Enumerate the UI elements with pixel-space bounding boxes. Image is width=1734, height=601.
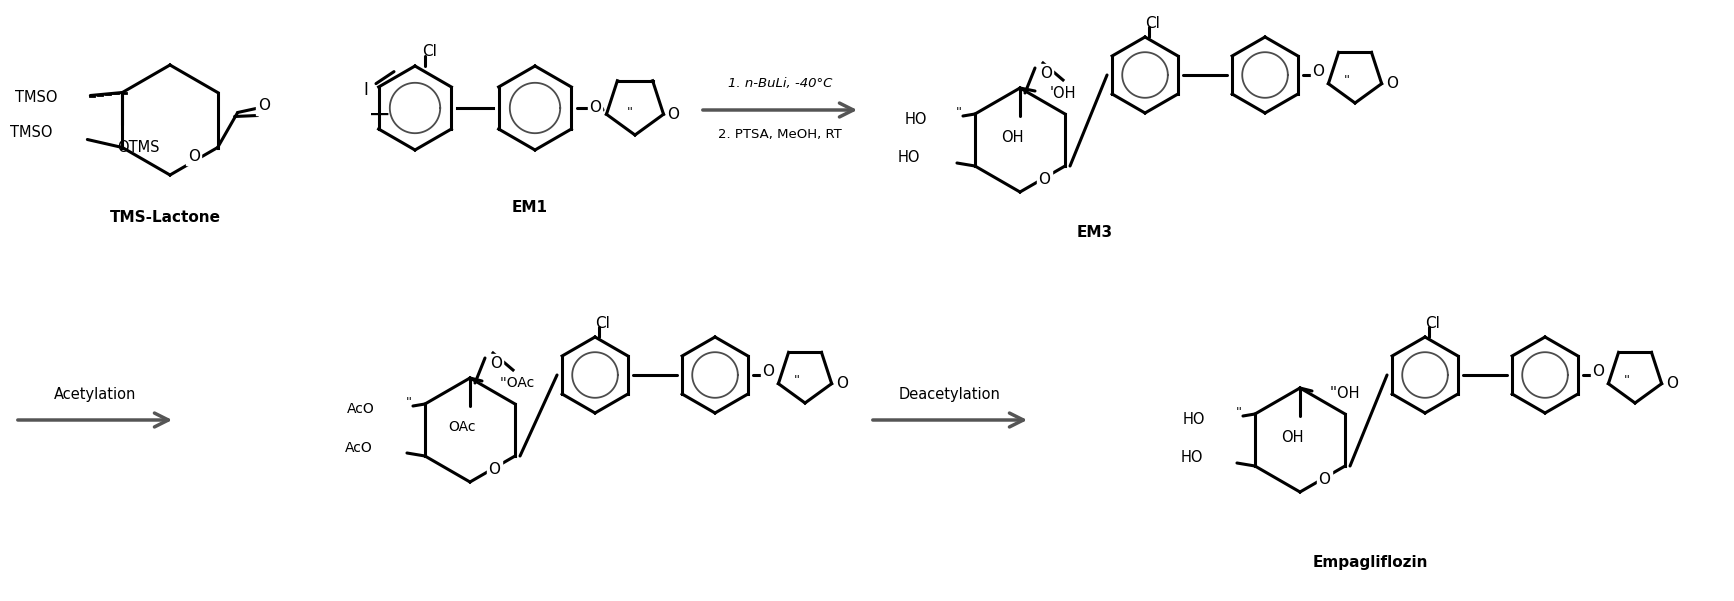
Text: Deacetylation: Deacetylation [898,387,1001,402]
Text: ''OAc: ''OAc [499,376,536,390]
Text: '': '' [955,106,962,120]
Text: 'OH: 'OH [1051,85,1077,100]
Text: O: O [489,462,501,477]
Text: '': '' [1623,374,1630,388]
Text: O: O [590,100,602,115]
Text: HO: HO [1181,451,1203,466]
Text: '': '' [794,374,801,388]
Text: AcO: AcO [347,402,375,416]
Text: OH: OH [1281,430,1304,445]
Text: '': '' [1235,406,1243,419]
Text: '': '' [626,106,633,120]
Text: AcO: AcO [345,441,373,455]
Text: OTMS: OTMS [118,140,160,155]
Text: O: O [258,98,269,113]
Text: HO: HO [898,150,921,165]
Text: EM3: EM3 [1077,225,1113,240]
Text: +: + [368,101,392,129]
Text: Cl: Cl [423,43,437,58]
Text: O: O [1039,171,1051,186]
Text: OH: OH [1001,130,1023,145]
Text: '': '' [406,397,413,409]
Text: O: O [1313,64,1325,79]
Text: O: O [1592,364,1604,379]
Text: Cl: Cl [595,316,610,331]
Text: O: O [761,364,773,379]
Text: HO: HO [1183,412,1205,427]
Text: ''OH: ''OH [1330,385,1361,400]
Text: 1. n-BuLi, -40°C: 1. n-BuLi, -40°C [728,77,832,90]
Text: O: O [491,356,503,370]
Text: Cl: Cl [1425,316,1441,331]
Text: 2. PTSA, MeOH, RT: 2. PTSA, MeOH, RT [718,128,843,141]
Text: OAc: OAc [449,420,475,434]
Text: O: O [1318,472,1330,486]
Text: O: O [1666,376,1679,391]
Text: '': '' [1344,75,1351,88]
Text: O: O [836,376,848,391]
Text: O: O [668,107,680,122]
Text: O: O [187,149,199,163]
Text: O: O [1385,76,1398,91]
Text: HO: HO [905,112,928,126]
Text: TMS-Lactone: TMS-Lactone [109,210,220,225]
Text: O: O [1040,66,1053,81]
Text: TMSO: TMSO [10,125,52,140]
Text: I: I [364,81,368,99]
Text: Empagliflozin: Empagliflozin [1313,555,1427,570]
Text: EM1: EM1 [512,200,548,215]
Text: Acetylation: Acetylation [54,387,137,402]
Text: Cl: Cl [1146,16,1160,31]
Text: TMSO: TMSO [16,90,57,105]
